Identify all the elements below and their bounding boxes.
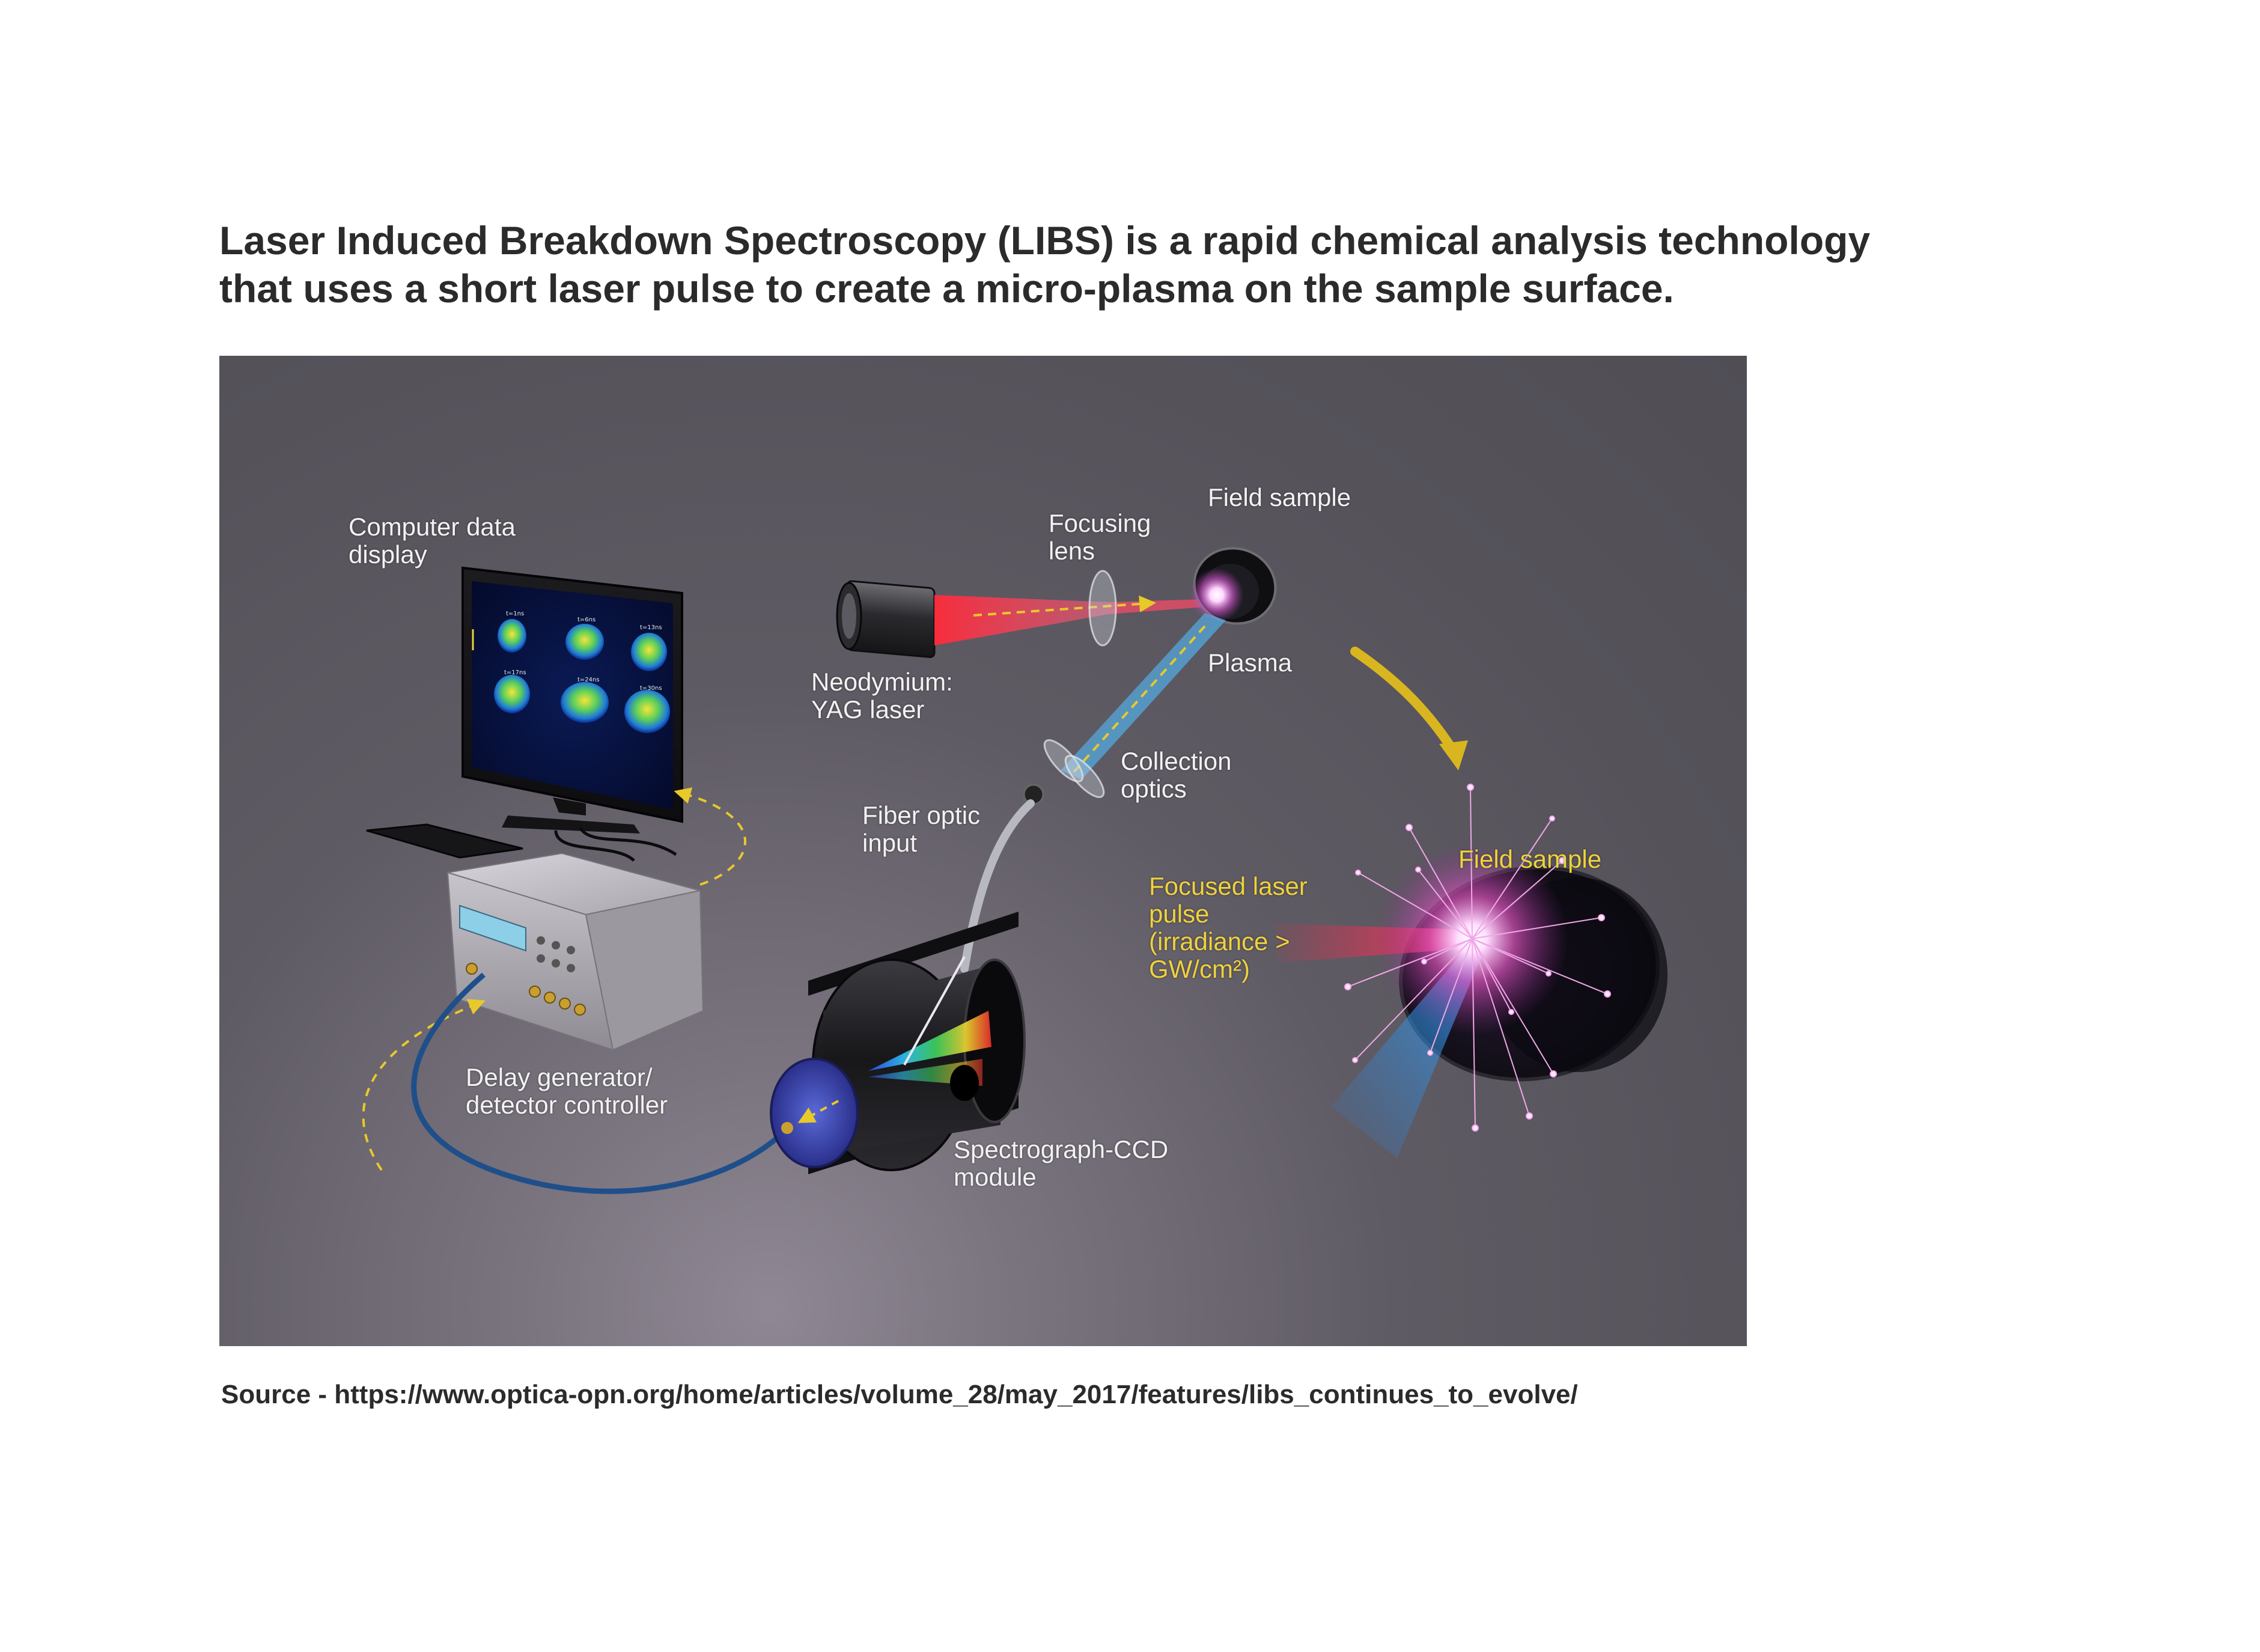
plasma-snapshot-5 bbox=[561, 682, 609, 723]
plasma-snapshot-2 bbox=[565, 624, 604, 660]
label-collection-optics: Collection optics bbox=[1121, 747, 1232, 803]
spectrograph-ccd-module bbox=[770, 912, 1026, 1174]
label-nd-yag-laser: Neodymium: YAG laser bbox=[811, 668, 953, 724]
monitor-tick-label: t=1ns bbox=[506, 611, 524, 617]
nd-yag-laser bbox=[836, 580, 936, 658]
laser-beam bbox=[934, 595, 1109, 645]
signal-cable bbox=[411, 972, 793, 1194]
label-delay-generator: Delay generator/ detector controller bbox=[466, 1063, 668, 1119]
label-field-sample: Field sample bbox=[1208, 483, 1351, 511]
collection-lens-1 bbox=[1043, 739, 1084, 782]
data-flow-arrow-to-monitor bbox=[674, 787, 746, 886]
collection-lens-2 bbox=[1064, 755, 1105, 798]
label-focusing-lens: Focusing lens bbox=[1049, 509, 1151, 565]
monitor-tick-label: t=30ns bbox=[640, 685, 662, 692]
monitor-tick-label: t=24ns bbox=[577, 677, 600, 683]
headline: Laser Induced Breakdown Spectroscopy (LI… bbox=[219, 216, 1962, 312]
plasma-snapshot-3 bbox=[631, 633, 667, 671]
plasma-spark bbox=[1190, 568, 1244, 622]
monitor-tick-label: t=13ns bbox=[640, 624, 662, 631]
computer-monitor: t=1ns t=6ns t=13ns t=17ns t=24ns t=30ns bbox=[461, 566, 683, 834]
zoom-arrow bbox=[1350, 647, 1457, 754]
inset-field-sample bbox=[1274, 784, 1668, 1158]
plasma-snapshot-6 bbox=[624, 690, 670, 733]
focusing-lens bbox=[1088, 570, 1117, 647]
headline-line-2: that uses a short laser pulse to create … bbox=[219, 266, 1674, 311]
label-focused-laser-pulse: Focused laser pulse (irradiance > GW/cm²… bbox=[1149, 872, 1308, 983]
monitor-tick-label: t=6ns bbox=[577, 617, 595, 623]
label-field-sample-inset: Field sample bbox=[1458, 845, 1602, 873]
source-citation: Source - https://www.optica-opn.org/home… bbox=[221, 1380, 1578, 1409]
monitor-tick-label: t=17ns bbox=[504, 669, 526, 676]
keyboard bbox=[366, 823, 523, 859]
libs-diagram: t=1ns t=6ns t=13ns t=17ns t=24ns t=30ns bbox=[219, 356, 1747, 1346]
delay-generator-box bbox=[446, 852, 704, 1051]
label-computer-data-display: Computer data display bbox=[349, 513, 516, 568]
label-fiber-optic-input: Fiber optic input bbox=[862, 801, 981, 857]
data-flow-arrow-to-controller bbox=[362, 999, 486, 1171]
label-plasma: Plasma bbox=[1208, 648, 1293, 677]
plasma-snapshot-1 bbox=[498, 619, 526, 653]
headline-line-1: Laser Induced Breakdown Spectroscopy (LI… bbox=[219, 218, 1871, 263]
label-spectrograph-ccd: Spectrograph-CCD module bbox=[954, 1135, 1169, 1191]
plasma-snapshot-4 bbox=[494, 675, 530, 713]
field-sample-top bbox=[1190, 547, 1277, 625]
libs-diagram-artwork: t=1ns t=6ns t=13ns t=17ns t=24ns t=30ns bbox=[362, 547, 1668, 1194]
